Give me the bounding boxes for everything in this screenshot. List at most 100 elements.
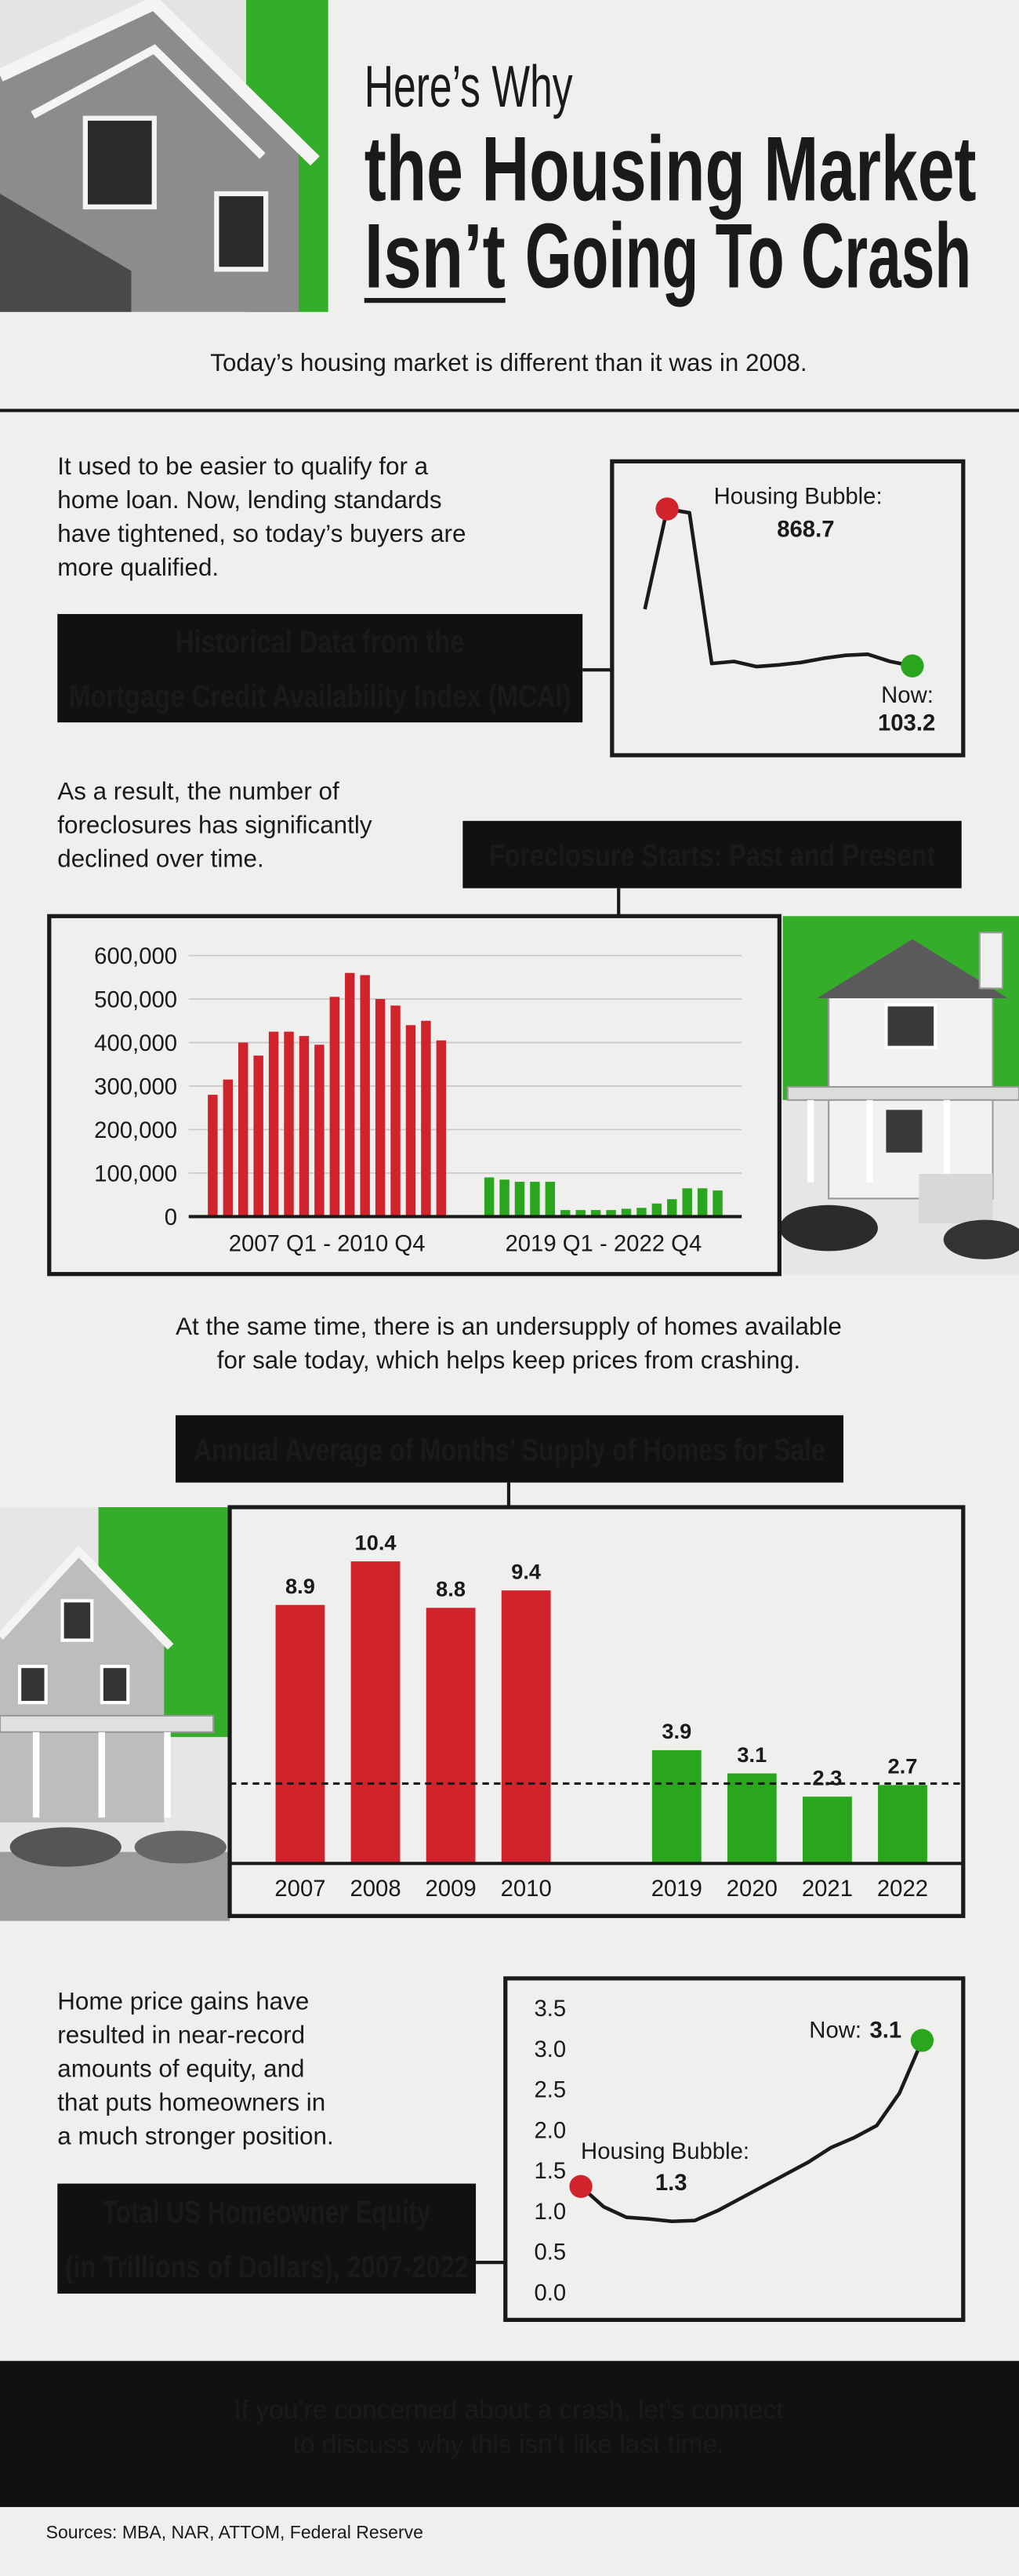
bar: [421, 1020, 431, 1217]
house-column: [32, 1731, 40, 1818]
bar: [208, 1095, 218, 1217]
group-label: 2019 Q1 - 2022 Q4: [505, 1230, 702, 1256]
y-tick-label: 1.5: [534, 2158, 566, 2184]
footer-band: [0, 2360, 1019, 2508]
value-label: 10.4: [355, 1530, 397, 1554]
value-label: 8.8: [436, 1577, 466, 1601]
y-tick-label: 3.5: [534, 1996, 566, 2022]
sources: Sources: MBA, NAR, ATTOM, Federal Reserv…: [46, 2522, 423, 2542]
bar: [697, 1188, 708, 1217]
bar: [575, 1210, 586, 1217]
house-window: [60, 1599, 94, 1642]
chart-title-box: [175, 1415, 844, 1483]
paragraph-line: more qualified.: [57, 554, 219, 581]
x-tick-label: 2020: [727, 1876, 778, 1902]
y-tick-label: 1.0: [534, 2199, 566, 2225]
house-column: [98, 1731, 105, 1818]
cta-line: to discuss why this isn’t like last time…: [293, 2430, 725, 2459]
group-label: 2007 Q1 - 2010 Q4: [229, 1230, 426, 1256]
title-top: Here’s Why: [364, 53, 573, 119]
y-tick-label: 3.0: [534, 2036, 566, 2062]
value-label: 9.4: [511, 1559, 541, 1583]
bar: [501, 1590, 551, 1864]
bar: [268, 1031, 279, 1217]
bar: [275, 1604, 325, 1864]
bushes: [779, 1204, 878, 1252]
bar: [299, 1036, 310, 1217]
bar: [360, 975, 370, 1217]
bar: [345, 972, 355, 1217]
chart-frame: [227, 1505, 966, 1918]
house-window: [18, 1665, 48, 1705]
annotation-value: 103.2: [878, 710, 935, 736]
bar: [238, 1042, 248, 1217]
x-tick-label: 2009: [426, 1876, 477, 1902]
bar: [253, 1055, 263, 1217]
bar: [560, 1210, 571, 1217]
annotation-value: 3.1: [870, 2017, 902, 2043]
chart-title: Foreclosure Starts: Past and Present: [489, 838, 935, 873]
bar: [530, 1182, 540, 1217]
y-tick-label: 0: [165, 1204, 177, 1230]
y-tick-label: 400,000: [94, 1030, 177, 1056]
x-tick-label: 2008: [350, 1876, 401, 1902]
chart-title: Historical Data from the: [176, 625, 464, 659]
house-column: [943, 1099, 951, 1183]
paragraph-line: a much stronger position.: [57, 2122, 333, 2149]
chart-title: Annual Average of Months’ Supply of Home…: [194, 1433, 825, 1467]
chart-frame: [47, 914, 781, 1277]
title-underlined: Isn’t: [364, 204, 506, 307]
bar: [667, 1199, 677, 1217]
y-tick-label: 2.5: [534, 2077, 566, 2103]
chart-title: Total US Homeowner Equity: [103, 2195, 431, 2229]
bar: [314, 1045, 325, 1217]
bar: [606, 1210, 616, 1217]
house-steps: [919, 1173, 993, 1223]
marker: [901, 654, 924, 678]
line: [643, 507, 913, 669]
house-window: [82, 115, 157, 209]
house-window: [100, 1665, 130, 1705]
bar: [651, 1749, 702, 1864]
title-middle: the Housing Market: [364, 117, 977, 220]
chart-title-box: [57, 614, 583, 723]
bar: [545, 1182, 556, 1217]
y-tick-label: 100,000: [94, 1161, 177, 1186]
x-tick-label: 2019: [651, 1876, 702, 1902]
chart-title-box: [462, 820, 962, 888]
bar: [590, 1210, 601, 1217]
chart-title-box: [57, 2183, 477, 2294]
annotation: Housing Bubble:: [581, 2138, 749, 2164]
x-tick-label: 2022: [877, 1876, 928, 1902]
y-tick-label: 600,000: [94, 943, 177, 969]
house-roof: [0, 194, 132, 312]
house-roof: [817, 939, 1008, 998]
house-column: [807, 1099, 814, 1183]
y-tick-label: 300,000: [94, 1074, 177, 1099]
bar: [436, 1040, 447, 1217]
bar: [499, 1179, 510, 1217]
marker: [569, 2175, 593, 2198]
bushes: [943, 1219, 1019, 1259]
subtitle: Today’s housing market is different than…: [210, 349, 807, 376]
bar: [405, 1025, 416, 1217]
bar: [426, 1608, 476, 1864]
line: [579, 2040, 924, 2224]
bar: [329, 997, 340, 1217]
bar: [223, 1079, 234, 1217]
annotation-value: 868.7: [777, 517, 834, 543]
house-window: [884, 1003, 937, 1049]
y-tick-label: 500,000: [94, 986, 177, 1012]
house-trim: [0, 0, 320, 166]
paragraph-line: that puts homeowners in: [57, 2088, 325, 2116]
house-window: [886, 1110, 923, 1153]
house-porch-roof: [786, 1085, 1019, 1101]
x-tick-label: 2021: [802, 1876, 853, 1902]
bar: [375, 999, 386, 1217]
paragraph-line: resulted in near-record: [57, 2022, 305, 2049]
house-porch-roof: [0, 1714, 215, 1733]
y-tick-label: 0.5: [534, 2240, 566, 2265]
